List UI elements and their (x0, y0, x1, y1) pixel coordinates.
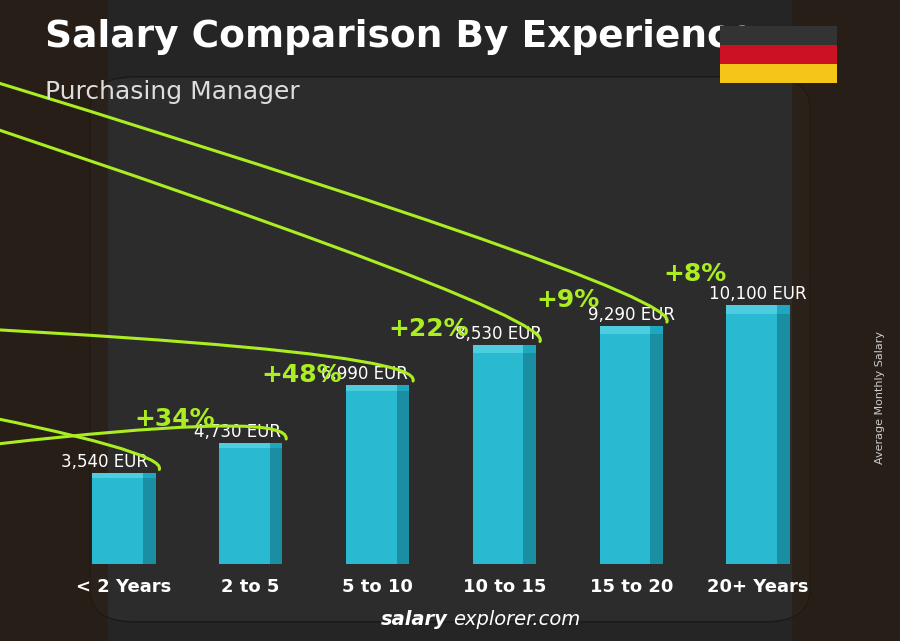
Bar (92, 473, 143, 478)
Text: salary: salary (381, 610, 447, 629)
Bar (143, 473, 156, 478)
Text: 9,290 EUR: 9,290 EUR (588, 306, 675, 324)
Text: +9%: +9% (536, 288, 599, 312)
Text: 4,730 EUR: 4,730 EUR (194, 423, 282, 441)
Bar (270, 443, 283, 448)
Text: 10,100 EUR: 10,100 EUR (709, 285, 807, 303)
Text: Salary Comparison By Experience: Salary Comparison By Experience (45, 19, 755, 55)
Text: +22%: +22% (388, 317, 469, 341)
Bar (651, 326, 663, 334)
Bar (219, 443, 270, 448)
Bar (143, 473, 156, 564)
Bar (346, 385, 397, 564)
Bar (472, 345, 524, 564)
Bar (397, 385, 410, 392)
Bar (397, 385, 410, 564)
Text: +48%: +48% (261, 363, 342, 387)
Bar (346, 385, 397, 392)
Bar (524, 345, 536, 564)
Bar (651, 326, 663, 564)
Bar (92, 473, 143, 564)
Bar (599, 326, 651, 564)
Text: 3,540 EUR: 3,540 EUR (61, 453, 148, 471)
Bar (599, 326, 651, 334)
Text: +34%: +34% (134, 407, 215, 431)
Bar (524, 345, 536, 353)
Bar (219, 443, 270, 564)
Text: 8,530 EUR: 8,530 EUR (454, 326, 542, 344)
Bar (726, 305, 778, 313)
Bar (778, 305, 790, 313)
Text: explorer.com: explorer.com (453, 610, 580, 629)
Text: 6,990 EUR: 6,990 EUR (321, 365, 409, 383)
Text: +8%: +8% (663, 262, 726, 286)
Bar (270, 443, 283, 564)
Bar (472, 345, 524, 353)
Bar (726, 305, 778, 564)
Text: Average Monthly Salary: Average Monthly Salary (875, 331, 886, 464)
Bar (778, 305, 790, 564)
Text: Purchasing Manager: Purchasing Manager (45, 80, 300, 104)
